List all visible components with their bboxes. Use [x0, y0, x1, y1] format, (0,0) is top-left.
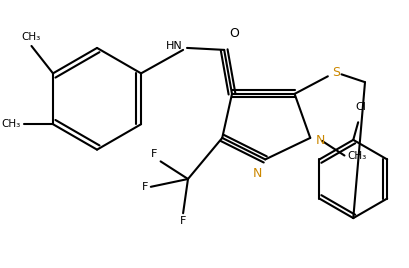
Text: CH₃: CH₃ — [2, 119, 21, 129]
Text: F: F — [141, 182, 148, 192]
Text: N: N — [315, 134, 325, 147]
Text: CH₃: CH₃ — [346, 151, 366, 161]
Text: F: F — [180, 216, 186, 226]
Text: Cl: Cl — [355, 102, 366, 113]
Text: HN: HN — [166, 41, 183, 51]
Text: S: S — [331, 66, 339, 79]
Text: N: N — [252, 167, 261, 180]
Text: CH₃: CH₃ — [22, 32, 41, 42]
Text: F: F — [151, 150, 157, 159]
Text: O: O — [229, 27, 238, 40]
